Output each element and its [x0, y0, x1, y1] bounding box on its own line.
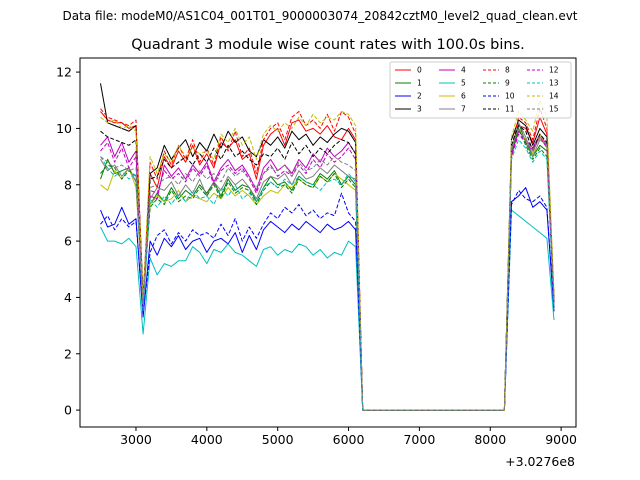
legend-label-0: 0 [417, 66, 422, 75]
y-tick-label: 2 [64, 346, 72, 361]
legend-label-10: 10 [505, 92, 515, 101]
series-line-10 [100, 189, 555, 411]
chart-title: Quadrant 3 module wise count rates with … [131, 37, 525, 53]
legend-label-8: 8 [505, 66, 510, 75]
series-line-7 [100, 122, 555, 411]
y-tick-label: 4 [64, 290, 72, 305]
series-line-11 [100, 125, 555, 411]
x-tick-label: 6000 [333, 432, 365, 447]
x-tick-label: 3000 [120, 432, 152, 447]
legend-label-5: 5 [461, 79, 466, 88]
legend-label-7: 7 [461, 105, 466, 114]
series-line-9 [100, 127, 555, 411]
legend-label-12: 12 [549, 66, 559, 75]
legend-label-11: 11 [505, 105, 515, 114]
x-tick-label: 7000 [403, 432, 435, 447]
series-line-0 [100, 111, 555, 411]
series-line-14 [100, 99, 555, 411]
legend-label-1: 1 [417, 79, 422, 88]
series-line-6 [100, 127, 555, 411]
series-line-13 [100, 139, 555, 411]
x-offset-label: +3.0276e8 [505, 454, 575, 469]
series-line-12 [100, 133, 555, 411]
series-line-15 [100, 127, 555, 411]
plot-area [100, 83, 555, 411]
x-axis: 3000 4000 5000 6000 7000 8000 9000 [120, 427, 577, 447]
y-tick-label: 12 [56, 65, 72, 80]
legend-label-2: 2 [417, 92, 422, 101]
legend-label-13: 13 [549, 79, 559, 88]
legend-label-3: 3 [417, 105, 422, 114]
legend-box [389, 61, 572, 119]
figure-suptitle: Data file: modeM0/AS1C04_001T01_90000030… [62, 9, 577, 23]
axes-frame [79, 57, 577, 428]
x-tick-label: 5000 [262, 432, 294, 447]
x-tick-label: 8000 [474, 432, 506, 447]
legend-label-14: 14 [549, 92, 559, 101]
legend-label-9: 9 [505, 79, 510, 88]
legend-label-15: 15 [549, 105, 559, 114]
x-tick-label: 9000 [545, 432, 577, 447]
series-line-3 [100, 83, 555, 411]
series-line-5 [100, 209, 555, 411]
legend-label-6: 6 [461, 92, 466, 101]
y-tick-label: 8 [64, 177, 72, 192]
series-line-1 [100, 122, 555, 411]
y-tick-label: 0 [64, 403, 72, 418]
y-tick-label: 10 [56, 121, 72, 136]
y-axis: 0 2 4 6 8 10 12 [56, 65, 80, 418]
x-tick-label: 4000 [191, 432, 223, 447]
legend-label-4: 4 [461, 66, 466, 75]
y-tick-label: 6 [64, 234, 72, 249]
series-line-2 [100, 187, 555, 411]
